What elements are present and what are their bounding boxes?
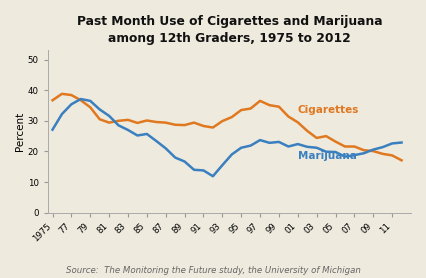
- Title: Past Month Use of Cigarettes and Marijuana
among 12th Graders, 1975 to 2012: Past Month Use of Cigarettes and Marijua…: [77, 15, 382, 45]
- Text: Source:  The Monitoring the Future study, the University of Michigan: Source: The Monitoring the Future study,…: [66, 266, 360, 275]
- Text: Cigarettes: Cigarettes: [298, 105, 359, 115]
- Y-axis label: Percent: Percent: [15, 112, 25, 151]
- Text: Marijuana: Marijuana: [298, 151, 357, 161]
